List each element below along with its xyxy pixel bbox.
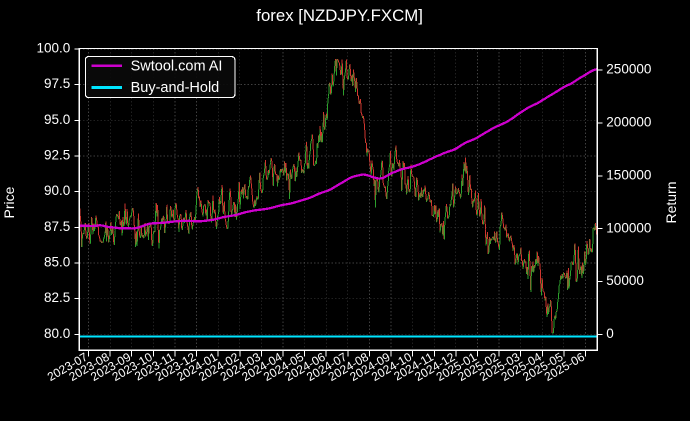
svg-text:92.5: 92.5 bbox=[44, 147, 70, 162]
svg-text:Swtool.com AI: Swtool.com AI bbox=[131, 58, 223, 74]
svg-text:250000: 250000 bbox=[606, 62, 651, 77]
svg-text:0: 0 bbox=[606, 326, 614, 341]
svg-text:Price: Price bbox=[1, 186, 17, 218]
svg-text:82.5: 82.5 bbox=[44, 290, 70, 305]
svg-text:90.0: 90.0 bbox=[44, 183, 70, 198]
svg-text:100000: 100000 bbox=[606, 220, 651, 235]
svg-text:forex [NZDJPY.FXCM]: forex [NZDJPY.FXCM] bbox=[256, 6, 423, 25]
svg-text:200000: 200000 bbox=[606, 114, 651, 129]
svg-text:95.0: 95.0 bbox=[44, 112, 70, 127]
svg-text:85.0: 85.0 bbox=[44, 255, 70, 270]
svg-text:80.0: 80.0 bbox=[44, 326, 70, 341]
svg-text:150000: 150000 bbox=[606, 167, 651, 182]
svg-text:87.5: 87.5 bbox=[44, 219, 70, 234]
svg-text:100.0: 100.0 bbox=[37, 40, 71, 55]
svg-text:Buy-and-Hold: Buy-and-Hold bbox=[131, 80, 220, 96]
svg-text:Return: Return bbox=[663, 181, 679, 223]
svg-text:97.5: 97.5 bbox=[44, 76, 70, 91]
svg-text:50000: 50000 bbox=[606, 273, 644, 288]
